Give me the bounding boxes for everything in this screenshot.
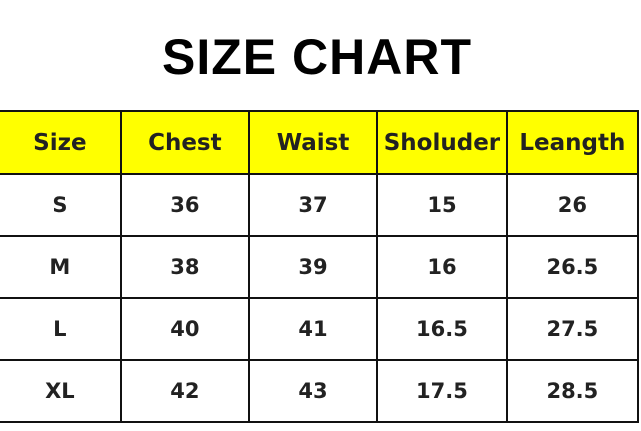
table-row: S 36 37 15 26	[0, 173, 640, 237]
page-title: SIZE CHART	[162, 29, 472, 85]
table-cell: 36	[119, 173, 250, 237]
header-cell: Leangth	[505, 110, 640, 175]
table-cell: 26	[505, 173, 640, 237]
table-cell: 17.5	[376, 359, 508, 423]
table-row: M 38 39 16 26.5	[0, 235, 640, 299]
table-cell: 28.5	[505, 359, 640, 423]
header-cell: Chest	[119, 110, 250, 175]
table-cell: 42	[119, 359, 250, 423]
table-cell: 40	[119, 297, 250, 361]
table-cell: M	[0, 235, 122, 299]
table-row: XL 42 43 17.5 28.5	[0, 359, 640, 423]
header-cell: Size	[0, 110, 122, 175]
header-cell: Waist	[247, 110, 379, 175]
table-row: L 40 41 16.5 27.5	[0, 297, 640, 361]
table-header-row: Size Chest Waist Sholuder Leangth	[0, 110, 640, 175]
table-cell: 43	[247, 359, 379, 423]
size-chart-table: Size Chest Waist Sholuder Leangth S 36 37 15 26 M 3…	[0, 110, 640, 423]
table-cell: 16	[376, 235, 508, 299]
table-cell: S	[0, 173, 122, 237]
table-cell: 37	[247, 173, 379, 237]
table-cell: 27.5	[505, 297, 640, 361]
table-cell: L	[0, 297, 122, 361]
table-cell: XL	[0, 359, 122, 423]
table-cell: 39	[247, 235, 379, 299]
table-cell: 38	[119, 235, 250, 299]
table-cell: 26.5	[505, 235, 640, 299]
table-cell: 16.5	[376, 297, 508, 361]
header-cell: Sholuder	[376, 110, 508, 175]
table-cell: 41	[247, 297, 379, 361]
table-cell: 15	[376, 173, 508, 237]
